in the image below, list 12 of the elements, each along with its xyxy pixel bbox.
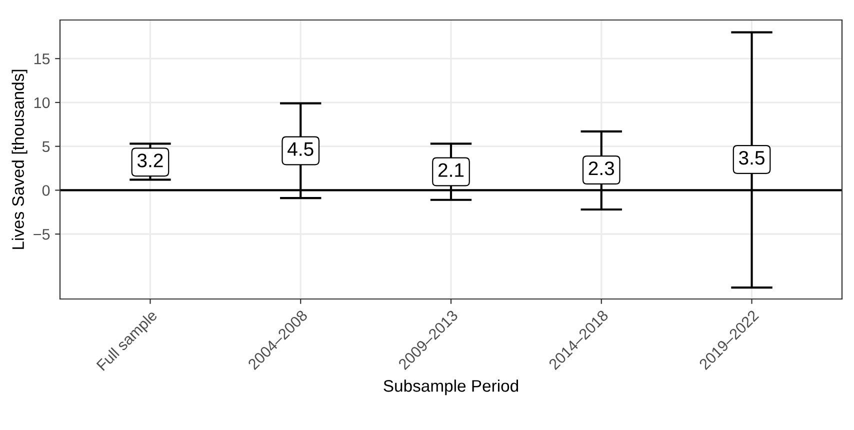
y-tick-label: −5 <box>34 229 50 240</box>
data-label: 2.3 <box>588 161 614 176</box>
y-axis-title: Lives Saved [thousands] <box>12 70 28 249</box>
y-tick-label: 0 <box>42 185 50 196</box>
data-label: 2.1 <box>438 163 464 177</box>
data-label: 3.2 <box>137 154 163 168</box>
y-tick-label: 5 <box>42 141 50 152</box>
data-label: 3.5 <box>738 150 764 165</box>
x-axis-title: Subsample Period <box>384 380 518 396</box>
y-tick-label: 15 <box>34 54 50 64</box>
data-label: 4.5 <box>288 142 314 156</box>
y-tick-label: 10 <box>34 97 50 108</box>
